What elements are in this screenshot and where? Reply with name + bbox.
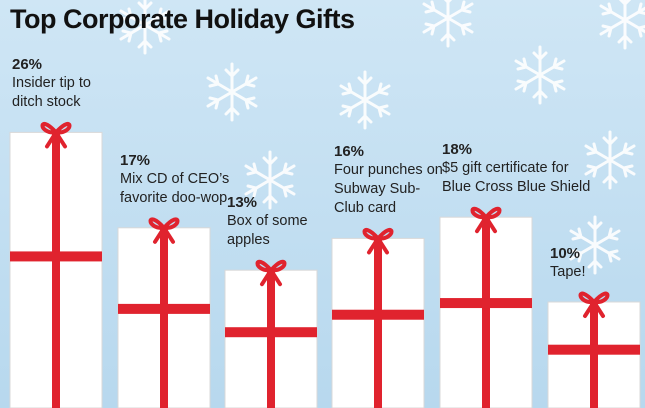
ribbon-horizontal (225, 327, 317, 338)
value-label: 17% (120, 151, 151, 169)
gift-label: 13% Box of some apples (227, 193, 327, 250)
gift-label: 18% $5 gift certificate for Blue Cross Bl… (442, 140, 592, 197)
value-label: 10% (550, 245, 581, 262)
bow (362, 227, 394, 255)
gift-label: 16% Four punches on Subway Sub-Club card (334, 142, 444, 218)
category-label: Tape! (550, 264, 586, 280)
ribbon-vertical (374, 238, 382, 408)
ribbon-horizontal (440, 298, 532, 309)
ribbon-vertical (52, 132, 60, 408)
gift (9, 121, 103, 408)
value-label: 18% (442, 141, 473, 159)
gift (439, 206, 533, 408)
category-label: $5 gift certificate for Blue Cross Blue … (442, 160, 591, 196)
gift-label: 10% Tape! (550, 244, 640, 282)
category-label: Four punches on Subway Sub-Club card (334, 162, 443, 217)
gift (547, 291, 641, 408)
gift (117, 217, 211, 408)
bow (470, 206, 502, 234)
ribbon-horizontal (332, 309, 424, 320)
gift (224, 259, 318, 408)
ribbon-vertical (160, 227, 168, 408)
gift-label: 17% Mix CD of CEO’s favorite doo-wop (120, 151, 232, 208)
chart-title: Top Corporate Holiday Gifts (10, 4, 355, 34)
bow (578, 291, 610, 318)
ribbon-horizontal (10, 251, 102, 262)
ribbon-horizontal (548, 344, 640, 355)
value-label: 26% (12, 56, 43, 74)
ribbon-vertical (482, 217, 490, 408)
ribbon-vertical (590, 302, 598, 408)
value-label: 16% (334, 143, 365, 161)
bow (255, 259, 287, 287)
gift-label: 26% Insider tip to ditch stock (12, 55, 117, 112)
value-label: 13% (227, 194, 258, 212)
category-label: Mix CD of CEO’s favorite doo-wop (120, 170, 230, 206)
ribbon-vertical (267, 270, 275, 408)
category-label: Insider tip to ditch stock (12, 75, 91, 111)
gift (331, 227, 425, 408)
ribbon-horizontal (118, 303, 210, 314)
bow (148, 217, 180, 244)
category-label: Box of some apples (227, 213, 308, 249)
bow (40, 121, 72, 149)
